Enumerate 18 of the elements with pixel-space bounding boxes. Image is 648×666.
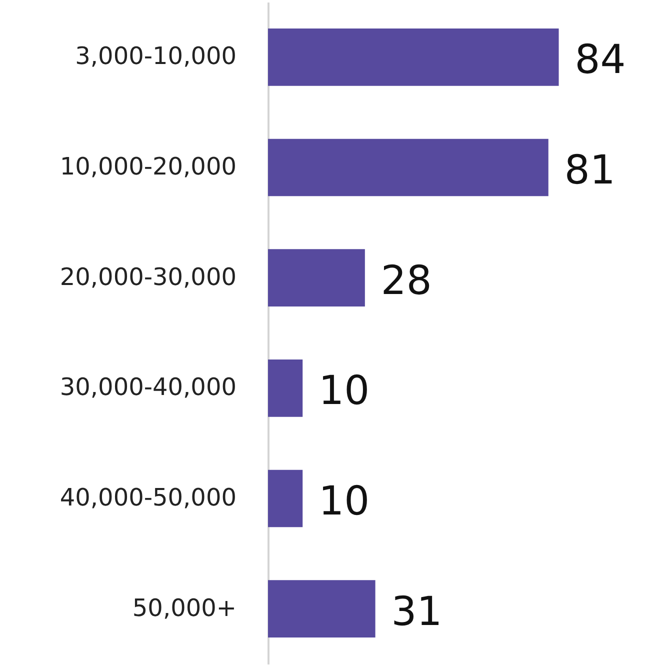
y-tick-label: 40,000-50,000 (60, 484, 236, 512)
y-tick-label: 50,000+ (132, 594, 236, 622)
y-tick-label: 3,000-10,000 (75, 42, 236, 70)
bar (268, 359, 303, 417)
data-label: 81 (564, 148, 616, 194)
bar (268, 28, 559, 86)
data-label: 84 (574, 37, 626, 84)
bar (268, 580, 376, 638)
data-label: 31 (391, 588, 442, 635)
y-tick-label: 20,000-30,000 (60, 262, 236, 291)
y-tick-label: 10,000-20,000 (60, 152, 236, 180)
bar (268, 470, 303, 528)
bar (268, 138, 548, 196)
data-label: 10 (318, 368, 370, 414)
y-tick-label: 30,000-40,000 (60, 373, 236, 402)
bar (268, 249, 365, 307)
data-label: 28 (380, 258, 432, 304)
data-label: 10 (318, 478, 370, 524)
